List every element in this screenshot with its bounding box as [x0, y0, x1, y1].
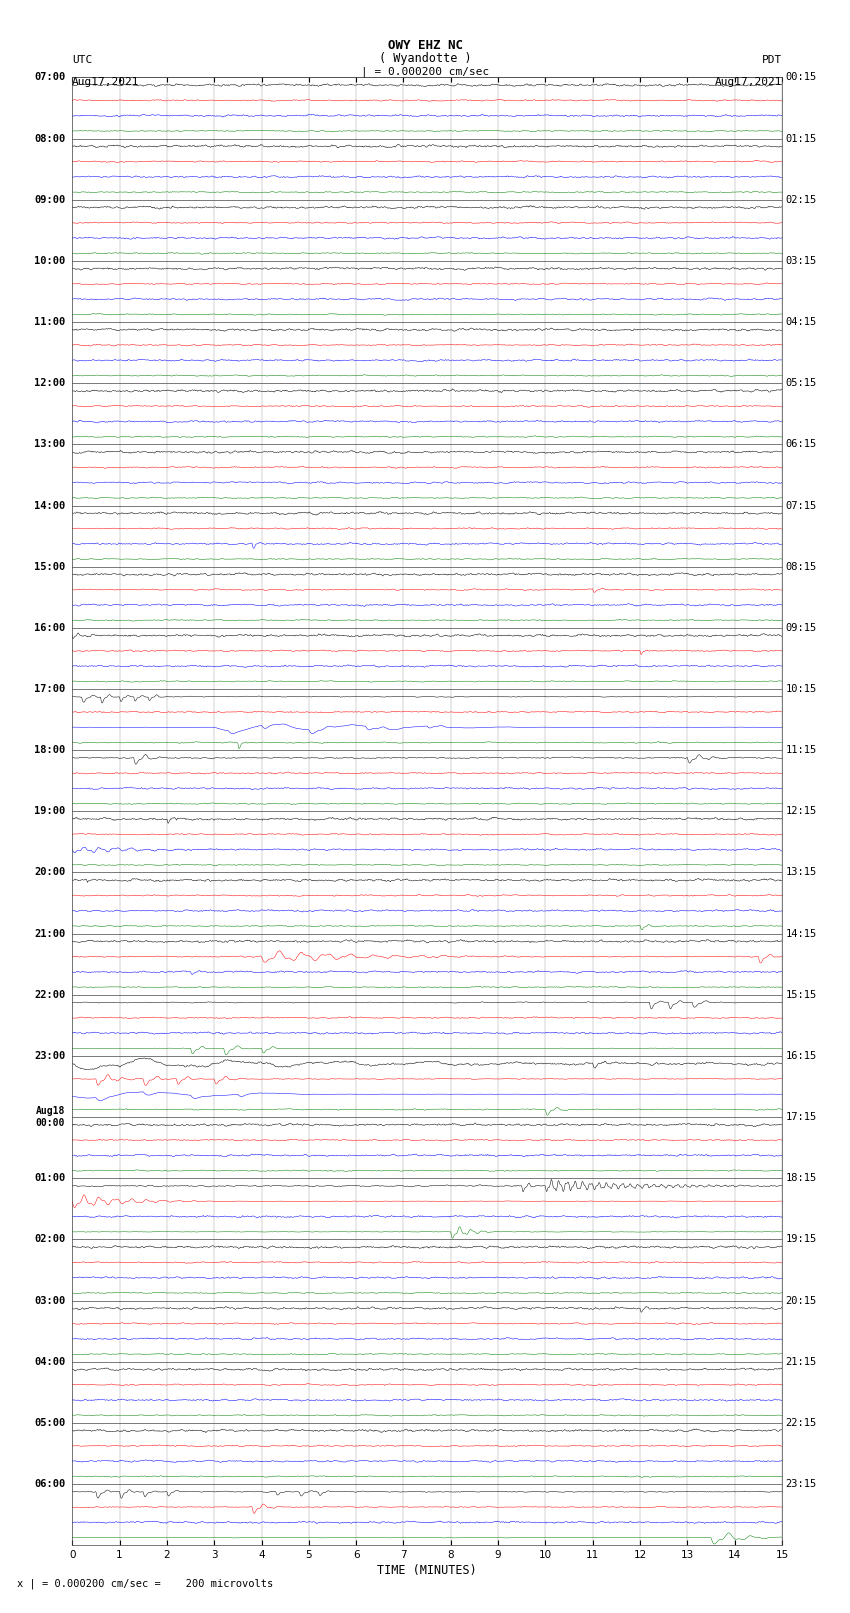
Text: 00:15: 00:15 — [785, 73, 817, 82]
Text: 18:15: 18:15 — [785, 1173, 817, 1184]
Text: 10:00: 10:00 — [34, 256, 65, 266]
Text: 01:00: 01:00 — [34, 1173, 65, 1184]
Text: 07:15: 07:15 — [785, 500, 817, 511]
Text: ( Wyandotte ): ( Wyandotte ) — [379, 52, 471, 65]
Text: x | = 0.000200 cm/sec =    200 microvolts: x | = 0.000200 cm/sec = 200 microvolts — [17, 1578, 273, 1589]
Text: 12:00: 12:00 — [34, 377, 65, 389]
Text: 22:15: 22:15 — [785, 1418, 817, 1428]
Text: Aug17,2021: Aug17,2021 — [72, 77, 139, 87]
Text: | = 0.000200 cm/sec: | = 0.000200 cm/sec — [361, 66, 489, 77]
Text: 21:00: 21:00 — [34, 929, 65, 939]
Text: 13:00: 13:00 — [34, 439, 65, 450]
Text: 20:15: 20:15 — [785, 1295, 817, 1305]
Text: Aug17,2021: Aug17,2021 — [715, 77, 782, 87]
Text: 12:15: 12:15 — [785, 806, 817, 816]
Text: PDT: PDT — [762, 55, 782, 65]
Text: 05:15: 05:15 — [785, 377, 817, 389]
Text: 02:15: 02:15 — [785, 195, 817, 205]
Text: 17:15: 17:15 — [785, 1111, 817, 1123]
Text: 23:15: 23:15 — [785, 1479, 817, 1489]
Text: 01:15: 01:15 — [785, 134, 817, 144]
Text: 09:00: 09:00 — [34, 195, 65, 205]
Text: 13:15: 13:15 — [785, 868, 817, 877]
Text: 11:00: 11:00 — [34, 318, 65, 327]
Text: OWY EHZ NC: OWY EHZ NC — [388, 39, 462, 52]
Text: UTC: UTC — [72, 55, 93, 65]
Text: 10:15: 10:15 — [785, 684, 817, 694]
Text: 17:00: 17:00 — [34, 684, 65, 694]
Text: 18:00: 18:00 — [34, 745, 65, 755]
Text: 20:00: 20:00 — [34, 868, 65, 877]
Text: 08:00: 08:00 — [34, 134, 65, 144]
Text: Aug18
00:00: Aug18 00:00 — [36, 1107, 65, 1127]
Text: 06:00: 06:00 — [34, 1479, 65, 1489]
Text: 14:00: 14:00 — [34, 500, 65, 511]
Text: 11:15: 11:15 — [785, 745, 817, 755]
Text: 16:00: 16:00 — [34, 623, 65, 632]
Text: 23:00: 23:00 — [34, 1052, 65, 1061]
Text: 16:15: 16:15 — [785, 1052, 817, 1061]
Text: 19:00: 19:00 — [34, 806, 65, 816]
Text: 04:15: 04:15 — [785, 318, 817, 327]
X-axis label: TIME (MINUTES): TIME (MINUTES) — [377, 1565, 477, 1578]
Text: 15:00: 15:00 — [34, 561, 65, 571]
Text: 07:00: 07:00 — [34, 73, 65, 82]
Text: 09:15: 09:15 — [785, 623, 817, 632]
Text: 02:00: 02:00 — [34, 1234, 65, 1245]
Text: 04:00: 04:00 — [34, 1357, 65, 1366]
Text: 05:00: 05:00 — [34, 1418, 65, 1428]
Text: 21:15: 21:15 — [785, 1357, 817, 1366]
Text: 08:15: 08:15 — [785, 561, 817, 571]
Text: 06:15: 06:15 — [785, 439, 817, 450]
Text: 19:15: 19:15 — [785, 1234, 817, 1245]
Text: 15:15: 15:15 — [785, 990, 817, 1000]
Text: 22:00: 22:00 — [34, 990, 65, 1000]
Text: 03:15: 03:15 — [785, 256, 817, 266]
Text: 14:15: 14:15 — [785, 929, 817, 939]
Text: 03:00: 03:00 — [34, 1295, 65, 1305]
